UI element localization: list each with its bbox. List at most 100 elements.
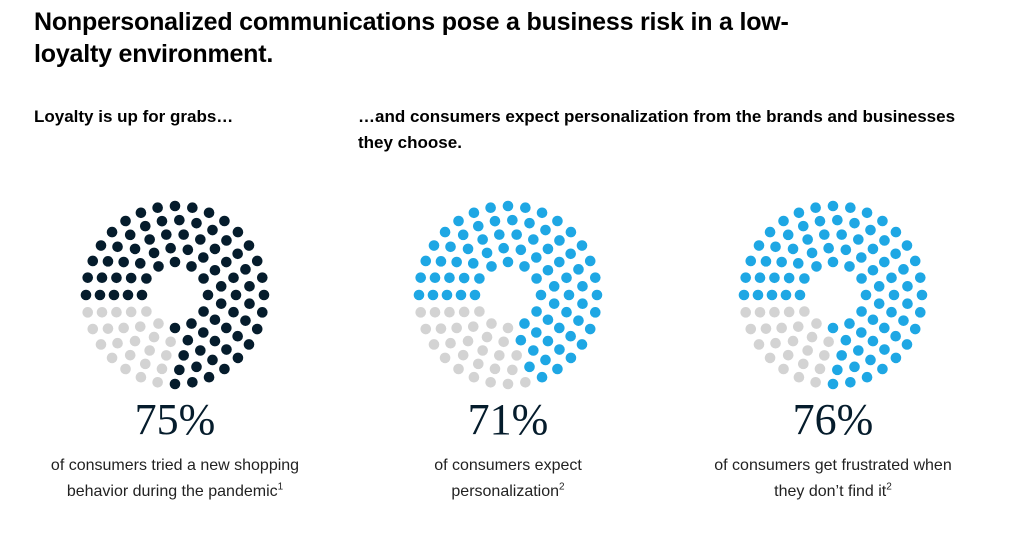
dot-filled [187, 376, 198, 388]
subhead-loyalty: Loyalty is up for grabs… [34, 107, 234, 126]
dot-filled [753, 240, 765, 251]
dot-filled [251, 255, 263, 267]
dot-empty [156, 363, 168, 375]
dot-filled [244, 280, 255, 292]
dot-filled [810, 202, 821, 214]
dot-empty [502, 378, 514, 390]
dot-empty [782, 349, 794, 361]
dot-filled [228, 272, 239, 284]
dot-filled [867, 314, 879, 326]
dot-filled [844, 318, 855, 329]
dot-filled [219, 215, 230, 227]
dot-filled [589, 272, 601, 283]
dot-filled [909, 255, 921, 267]
dot-empty [507, 364, 518, 376]
dot-filled [486, 261, 497, 272]
footnote-marker: 2 [559, 481, 565, 493]
dot-filled [462, 243, 474, 255]
dot-empty [494, 350, 505, 361]
dot-filled [853, 234, 864, 245]
dot-filled [472, 220, 484, 232]
dot-filled [467, 258, 479, 269]
dot-filled [740, 272, 752, 283]
dot-filled [139, 220, 151, 232]
dot-empty [485, 376, 496, 388]
dot-filled [221, 322, 232, 334]
dot-filled [536, 207, 548, 219]
dot-filled [782, 229, 794, 241]
dot-filled [577, 280, 588, 292]
dot-filled [494, 229, 505, 240]
dot-filled [111, 272, 122, 284]
dot-filled [794, 289, 806, 301]
dot-filled [153, 261, 164, 272]
dot-filled [169, 378, 181, 390]
dot-empty [477, 345, 488, 356]
dot-filled [565, 330, 576, 342]
dot-filled [554, 322, 565, 334]
dot-empty [489, 363, 501, 375]
dot-filled [540, 224, 551, 236]
dot-filled [136, 289, 148, 301]
dot-filled [468, 207, 480, 219]
dot-filled [451, 256, 462, 268]
dot-empty [740, 307, 752, 318]
dot-empty [152, 376, 163, 388]
dot-filled [780, 289, 792, 301]
dot-filled [787, 243, 799, 255]
dot-filled [840, 244, 852, 256]
dot-filled [806, 247, 818, 259]
dot-filled [554, 344, 565, 355]
dot-empty [760, 323, 772, 334]
dot-filled [867, 243, 879, 255]
dot-filled [198, 306, 209, 317]
dot-filled [507, 214, 518, 226]
dot-filled [80, 289, 92, 301]
footnote-marker: 1 [277, 481, 284, 493]
dot-filled [108, 289, 120, 301]
dot-empty [435, 323, 447, 334]
dot-empty [87, 323, 99, 335]
dot-filled [120, 215, 131, 227]
dot-filled [769, 272, 780, 284]
dot-empty [428, 339, 440, 350]
dot-empty [125, 306, 137, 318]
dot-filled [182, 244, 194, 256]
dot-empty [811, 318, 822, 329]
dot-empty [120, 363, 131, 375]
dot-empty [106, 352, 118, 364]
dot-filled [914, 307, 926, 318]
stat-description-text: of consumers get frustrated when they do… [714, 457, 952, 500]
dot-empty [112, 337, 123, 349]
dot-filled [577, 298, 588, 310]
dot-filled [524, 361, 535, 373]
stat-panel-new-behavior: 75% of consumers tried a new shopping be… [30, 200, 320, 538]
dot-filled [565, 352, 577, 364]
dot-empty [502, 322, 514, 334]
dot-filled [169, 322, 181, 334]
dot-empty [453, 363, 464, 375]
dot-filled [861, 207, 873, 219]
dot-filled [877, 215, 888, 227]
dot-filled [766, 289, 778, 301]
dot-filled [243, 339, 255, 350]
dot-filled [232, 330, 243, 342]
dot-filled [576, 339, 588, 350]
dot-filled [561, 306, 572, 318]
dot-filled [776, 256, 787, 268]
dot-filled [515, 244, 527, 256]
dot-empty [129, 335, 141, 347]
dot-filled [178, 229, 189, 240]
dot-filled [802, 234, 813, 245]
dot-filled [198, 273, 209, 284]
dot-filled [576, 240, 588, 251]
dot-filled [415, 272, 427, 283]
dot-filled [877, 363, 888, 375]
dot-empty [474, 306, 485, 317]
dot-filled [836, 229, 847, 240]
stat-panel-expect-personalization: 71% of consumers expect personalization2 [363, 200, 653, 538]
dot-filled [520, 202, 531, 214]
dot-filled [428, 240, 440, 251]
dot-filled [528, 234, 539, 245]
dot-empty [792, 321, 804, 332]
